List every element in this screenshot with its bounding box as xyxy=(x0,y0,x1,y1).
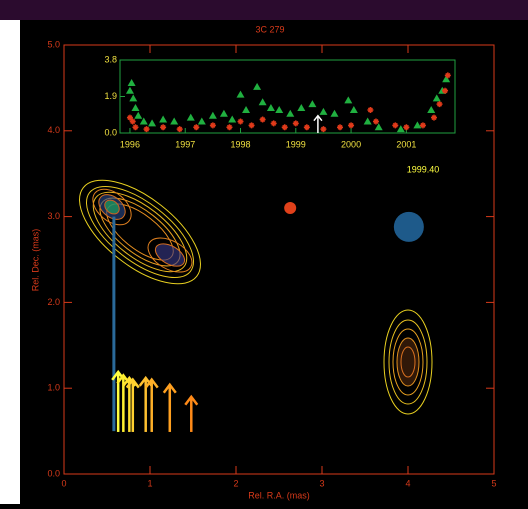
y-tick-label: 4.0 xyxy=(47,125,60,135)
page: 3C 279 Rel. R.A. (mas) Rel. Dec. (mas) 1… xyxy=(0,0,528,504)
inset-x-tick-label: 1996 xyxy=(120,139,140,149)
inset-x-tick-label: 2001 xyxy=(396,139,416,149)
inset-y-tick-label: 3.8 xyxy=(104,54,117,64)
inset-x-tick-label: 1997 xyxy=(175,139,195,149)
component-dot xyxy=(284,202,296,214)
y-tick-label: 3.0 xyxy=(47,211,60,221)
x-tick-label: 0 xyxy=(61,478,66,488)
y-tick-label: 5.0 xyxy=(47,39,60,49)
inset-x-tick-label: 2000 xyxy=(341,139,361,149)
chart-title: 3C 279 xyxy=(255,24,284,34)
inset-x-tick-label: 1999 xyxy=(286,139,306,149)
y-axis-label: Rel. Dec. (mas) xyxy=(30,229,40,292)
chart: 3C 279 Rel. R.A. (mas) Rel. Dec. (mas) 1… xyxy=(0,0,528,504)
inset-y-tick-label: 1.9 xyxy=(104,91,117,101)
y-tick-label: 1.0 xyxy=(47,383,60,393)
x-tick-label: 3 xyxy=(319,478,324,488)
y-tick-label: 2.0 xyxy=(47,297,60,307)
x-tick-label: 5 xyxy=(491,478,496,488)
inset-y-tick-label: 0.0 xyxy=(104,127,117,137)
inset-frame xyxy=(120,60,455,133)
annotation: 1999.40 xyxy=(407,164,440,174)
x-tick-label: 1 xyxy=(147,478,152,488)
x-tick-label: 4 xyxy=(405,478,410,488)
component-dot xyxy=(394,212,424,242)
y-tick-label: 0.0 xyxy=(47,468,60,478)
x-tick-label: 2 xyxy=(233,478,238,488)
inset-x-tick-label: 1998 xyxy=(230,139,250,149)
contour xyxy=(397,338,419,386)
x-axis-label: Rel. R.A. (mas) xyxy=(248,490,310,500)
left-strip xyxy=(0,20,20,504)
top-strip xyxy=(0,0,528,20)
